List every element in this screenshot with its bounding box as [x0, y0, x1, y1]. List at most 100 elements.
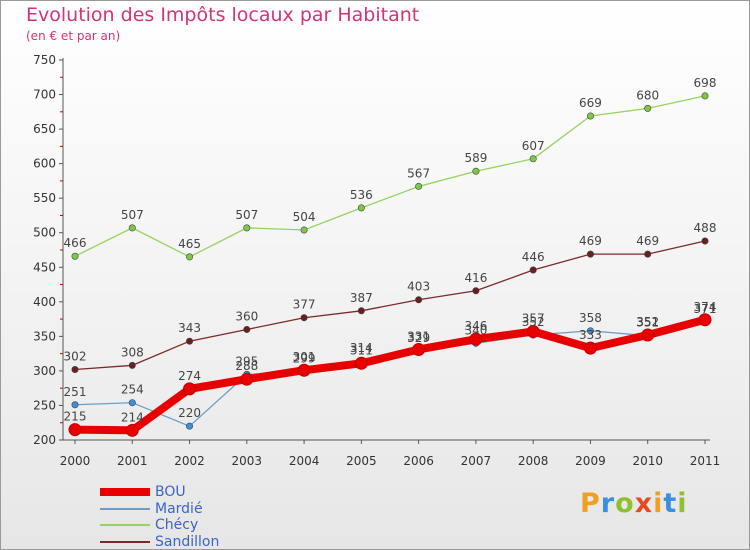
y-tick-label: 550: [33, 191, 56, 205]
data-point: [71, 401, 79, 409]
data-point: [472, 167, 480, 175]
data-label: 360: [235, 309, 258, 323]
data-label: 299: [293, 352, 316, 366]
data-label: 215: [64, 410, 87, 424]
x-tick-label: 2010: [632, 454, 663, 468]
data-label: 446: [522, 250, 545, 264]
data-point: [186, 422, 194, 430]
data-point: [644, 250, 652, 258]
x-tick-label: 2002: [174, 454, 205, 468]
logo-letter: i: [677, 488, 688, 519]
x-tick-label: 2011: [690, 454, 721, 468]
data-point: [701, 92, 709, 100]
data-label: 340: [464, 323, 487, 337]
data-label: 351: [636, 316, 659, 330]
series-line-sandillon: [74, 240, 706, 371]
legend-label: BOU: [155, 484, 186, 500]
data-point: [415, 296, 423, 304]
chart-title: Evolution des Impôts locaux par Habitant: [26, 4, 420, 26]
data-point: [357, 307, 365, 315]
data-point: [243, 224, 251, 232]
data-point: [357, 204, 365, 212]
x-tick-label: 2008: [518, 454, 549, 468]
chart-subtitle: (en € et par an): [26, 29, 121, 43]
legend-label: Mardié: [155, 500, 203, 517]
y-tick-label: 400: [33, 295, 56, 309]
data-label: 465: [178, 237, 201, 251]
logo-letter: t: [663, 488, 678, 519]
data-label: 358: [579, 311, 602, 325]
y-tick-label: 750: [33, 53, 56, 67]
data-label: 504: [293, 210, 316, 224]
legend-swatch: [100, 540, 150, 543]
data-point: [412, 342, 426, 356]
data-label: 214: [121, 410, 144, 424]
x-tick-label: 2000: [60, 454, 91, 468]
data-label: 507: [121, 208, 144, 222]
y-tick-label: 200: [33, 433, 56, 447]
data-point: [583, 341, 597, 355]
logo-letter: o: [615, 488, 635, 519]
data-label: 357: [522, 312, 545, 326]
data-label: 311: [350, 343, 373, 357]
data-label: 329: [407, 331, 430, 345]
data-label: 314: [350, 341, 373, 355]
data-point: [701, 237, 709, 245]
x-tick-label: 2004: [289, 454, 320, 468]
logo-letter: P: [580, 488, 601, 519]
data-label: 374: [694, 300, 717, 314]
x-tick-label: 2003: [232, 454, 263, 468]
x-tick-label: 2001: [117, 454, 148, 468]
data-label: 416: [464, 271, 487, 285]
data-point: [71, 366, 79, 374]
data-label: 295: [235, 354, 258, 368]
data-label: 343: [178, 321, 201, 335]
data-label: 254: [121, 383, 144, 397]
data-point: [641, 328, 655, 342]
data-point: [186, 253, 194, 261]
data-label: 377: [293, 298, 316, 312]
data-label: 251: [64, 385, 87, 399]
data-point: [526, 325, 540, 339]
data-label: 352: [636, 315, 659, 329]
data-point: [128, 224, 136, 232]
data-point: [128, 361, 136, 369]
series-line-bou: [74, 315, 707, 435]
data-label: 680: [636, 88, 659, 102]
data-point: [586, 250, 594, 258]
data-label: 346: [464, 319, 487, 333]
data-label: 371: [694, 302, 717, 316]
data-point: [300, 314, 308, 322]
data-label: 403: [407, 280, 430, 294]
y-tick-label: 500: [33, 226, 56, 240]
data-point: [240, 372, 254, 386]
x-tick-label: 2007: [461, 454, 492, 468]
data-label: 589: [464, 151, 487, 165]
logo-letter: x: [634, 488, 654, 519]
data-point: [183, 382, 197, 396]
data-label: 669: [579, 96, 602, 110]
x-tick-label: 2006: [403, 454, 434, 468]
y-tick-label: 600: [33, 157, 56, 171]
data-label: 331: [407, 329, 430, 343]
data-label: 607: [522, 139, 545, 153]
y-tick-label: 250: [33, 398, 56, 412]
data-label: 352: [522, 315, 545, 329]
data-point: [68, 423, 82, 437]
data-point: [128, 399, 136, 407]
data-point: [415, 182, 423, 190]
legend-label: Chécy: [155, 517, 199, 533]
proxiti-logo: Proxiti: [580, 488, 688, 519]
data-label: 488: [694, 221, 717, 235]
data-label: 536: [350, 188, 373, 202]
legend-swatch: [100, 488, 150, 496]
data-point: [297, 363, 311, 377]
y-tick-label: 650: [33, 122, 56, 136]
data-label: 507: [235, 208, 258, 222]
series-line-chécy: [74, 95, 706, 258]
data-label: 469: [579, 234, 602, 248]
data-point: [529, 155, 537, 163]
data-label: 288: [235, 359, 258, 373]
data-point: [586, 112, 594, 120]
